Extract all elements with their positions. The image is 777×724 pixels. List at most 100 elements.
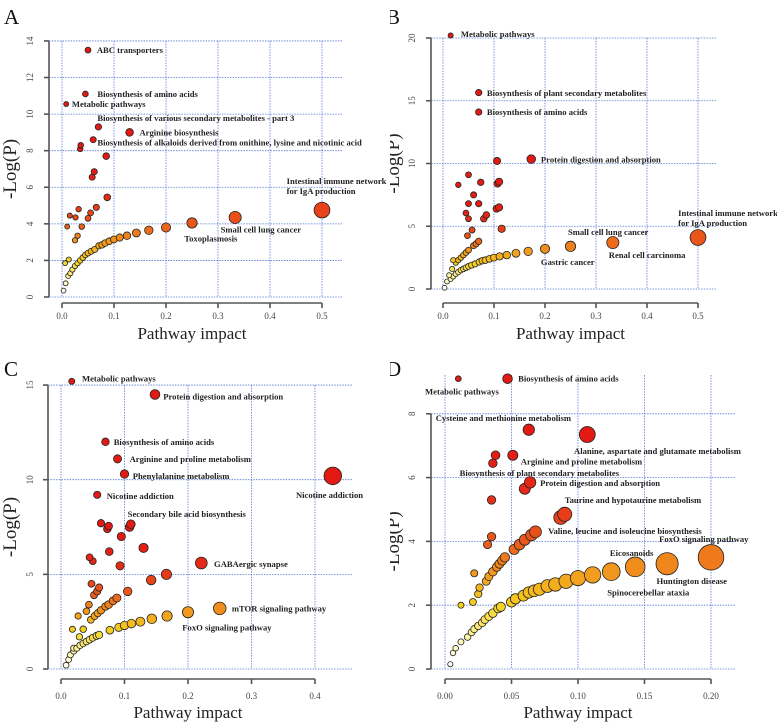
data-point — [449, 649, 457, 657]
data-point — [483, 540, 493, 550]
y-tick-label: 0 — [407, 666, 417, 671]
panel-A: A 0.0 0.1 0.2 0.3 0.4 0.5 0 2 4 6 8 10 12 14 Pathway im… — [0, 5, 387, 343]
data-point — [123, 586, 133, 597]
pathway-label: mTOR signaling pathway — [232, 603, 327, 613]
data-point — [122, 231, 132, 240]
pathway-label: Arginine biosynthesis — [139, 127, 219, 137]
data-point — [105, 625, 115, 635]
data-point — [564, 240, 577, 252]
y-tick-label: 15 — [407, 96, 417, 106]
x-tick-label: 0.1 — [119, 691, 130, 701]
y-axis-title: -Log(P) — [0, 139, 21, 199]
x-tick-label: 0.20 — [703, 691, 719, 701]
data-point — [464, 232, 471, 239]
data-point — [62, 280, 69, 287]
panel-letter: A — [4, 5, 20, 29]
data-point — [119, 469, 130, 479]
data-point — [468, 226, 476, 234]
x-tick-label: 0.00 — [437, 691, 453, 701]
y-axis-title: -Log(P) — [383, 133, 404, 193]
data-point — [495, 177, 504, 186]
data-point — [92, 203, 100, 211]
data-point — [131, 228, 141, 238]
data-point — [495, 601, 506, 612]
pathway-label: Small cell lung cancer — [221, 224, 302, 234]
pathway-label: FoxO signaling pathway — [659, 534, 749, 544]
data-point — [557, 506, 573, 522]
data-point — [578, 426, 596, 443]
data-point — [186, 217, 198, 229]
data-point — [228, 210, 242, 224]
data-point — [475, 108, 483, 116]
x-tick-label: 0.3 — [212, 311, 224, 321]
x-tick-label: 0.2 — [160, 311, 171, 321]
x-tick-label: 0.1 — [488, 311, 499, 321]
y-tick-label: 6 — [407, 475, 417, 480]
x-tick-label: 0.4 — [264, 311, 276, 321]
panel-letter: C — [4, 357, 18, 381]
data-point — [181, 606, 194, 619]
data-point — [145, 574, 157, 586]
pathway-label: Biosynthesis of various secondary metabo… — [97, 113, 294, 123]
data-point — [125, 128, 134, 137]
x-tick-label: 0.0 — [56, 311, 68, 321]
data-point — [115, 561, 125, 571]
data-point — [116, 531, 126, 542]
data-point — [469, 598, 477, 606]
pathway-label: for IgA production — [678, 218, 747, 228]
data-point — [499, 552, 510, 563]
data-point — [449, 265, 456, 272]
data-point — [104, 547, 114, 556]
pathway-label: Biosynthesis of plant secondary metaboli… — [460, 468, 620, 478]
data-point — [470, 191, 478, 199]
data-point — [475, 583, 484, 592]
data-point — [75, 633, 84, 641]
data-point — [149, 389, 161, 400]
data-point — [523, 476, 537, 489]
x-axis-title: Pathway impact — [523, 703, 632, 722]
data-point — [477, 178, 485, 186]
data-point — [697, 544, 725, 571]
y-tick-label: 15 — [25, 380, 35, 390]
data-point — [507, 449, 519, 461]
data-point — [84, 46, 92, 54]
data-point — [68, 377, 76, 385]
data-point — [78, 223, 85, 230]
data-point — [465, 215, 472, 223]
pathway-label: Biosynthesis of amino acids — [114, 437, 215, 447]
data-point — [74, 612, 82, 620]
pathway-label: Protein digestion and absorption — [541, 155, 661, 165]
x-tick-label: 0.05 — [504, 691, 520, 701]
y-tick-label: 5 — [407, 224, 417, 229]
pathway-label: Small cell lung cancer — [568, 227, 649, 237]
data-point — [160, 222, 171, 233]
pathway-label: ABC transporters — [97, 45, 164, 55]
data-point — [89, 136, 97, 144]
x-tick-label: 0.2 — [182, 691, 193, 701]
data-point — [454, 375, 462, 383]
data-point — [87, 209, 95, 217]
data-point — [495, 252, 504, 261]
data-point — [465, 246, 472, 254]
data-point — [465, 200, 472, 208]
pathway-label: Biosynthesis of alkaloids derived from o… — [97, 137, 362, 147]
data-point — [113, 454, 122, 464]
x-tick-label: 0.3 — [246, 691, 258, 701]
pathway-label: Secondary bile acid biosynthesis — [128, 509, 247, 519]
y-tick-label: 4 — [407, 539, 417, 544]
data-point — [115, 233, 124, 242]
data-point — [447, 32, 454, 39]
panel-letter: D — [386, 357, 401, 381]
pathway-label: Nicotine addiction — [296, 490, 363, 500]
data-point — [90, 168, 98, 176]
data-point — [144, 225, 154, 235]
data-point — [584, 566, 602, 584]
data-point — [102, 152, 110, 160]
data-point — [84, 215, 92, 222]
data-point — [475, 89, 483, 97]
data-point — [486, 531, 497, 542]
pathway-label: Taurine and hypotaurine metabolism — [565, 495, 702, 505]
data-point — [486, 495, 497, 505]
data-point — [462, 209, 470, 217]
panel-letter: B — [386, 5, 400, 29]
